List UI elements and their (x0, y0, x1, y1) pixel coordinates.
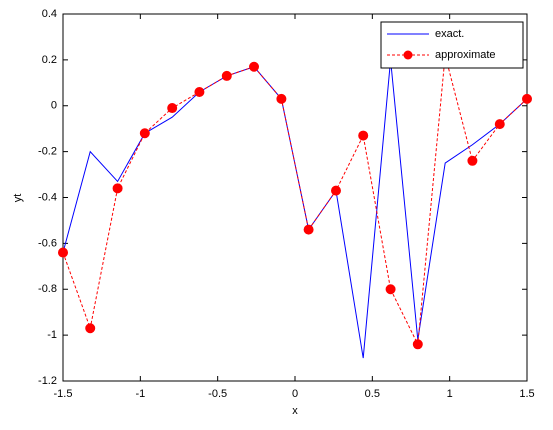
marker (385, 284, 396, 295)
marker (58, 247, 68, 258)
marker (194, 86, 205, 97)
y-tick-label: -0.4 (38, 191, 57, 203)
legend-label: exact. (435, 28, 464, 40)
legend-label: approximate (435, 49, 496, 61)
marker (85, 323, 96, 334)
x-tick-label: 0.5 (365, 388, 380, 400)
x-tick-label: 1.5 (519, 388, 534, 400)
marker (221, 70, 232, 81)
y-tick-label: 0 (51, 100, 57, 112)
marker (167, 103, 178, 114)
x-axis-label: x (292, 405, 298, 417)
x-tick-label: -1.5 (54, 388, 73, 400)
legend-marker (403, 50, 413, 60)
marker (494, 119, 505, 130)
plot-area (62, 13, 528, 382)
marker (358, 130, 369, 141)
marker (330, 185, 341, 196)
legend-box (380, 21, 524, 69)
y-tick-label: -0.2 (38, 146, 57, 158)
x-tick-label: -0.5 (208, 388, 227, 400)
marker (467, 155, 478, 166)
y-tick-label: 0.2 (42, 54, 57, 66)
marker (139, 128, 150, 139)
series-line (62, 55, 528, 347)
marker (112, 183, 123, 194)
y-tick-label: -0.8 (38, 283, 57, 295)
marker (522, 93, 532, 104)
y-tick-label: -1 (47, 329, 57, 341)
marker (303, 224, 314, 235)
y-axis-label: yt (12, 194, 24, 203)
marker (249, 61, 260, 72)
x-tick-label: -1 (135, 388, 145, 400)
marker (276, 93, 287, 104)
marker (412, 339, 423, 350)
x-tick-label: 1 (447, 388, 453, 400)
y-tick-label: -1.2 (38, 375, 57, 387)
y-tick-label: -0.6 (38, 237, 57, 249)
y-tick-label: 0.4 (42, 8, 57, 20)
x-tick-label: 0 (292, 388, 298, 400)
